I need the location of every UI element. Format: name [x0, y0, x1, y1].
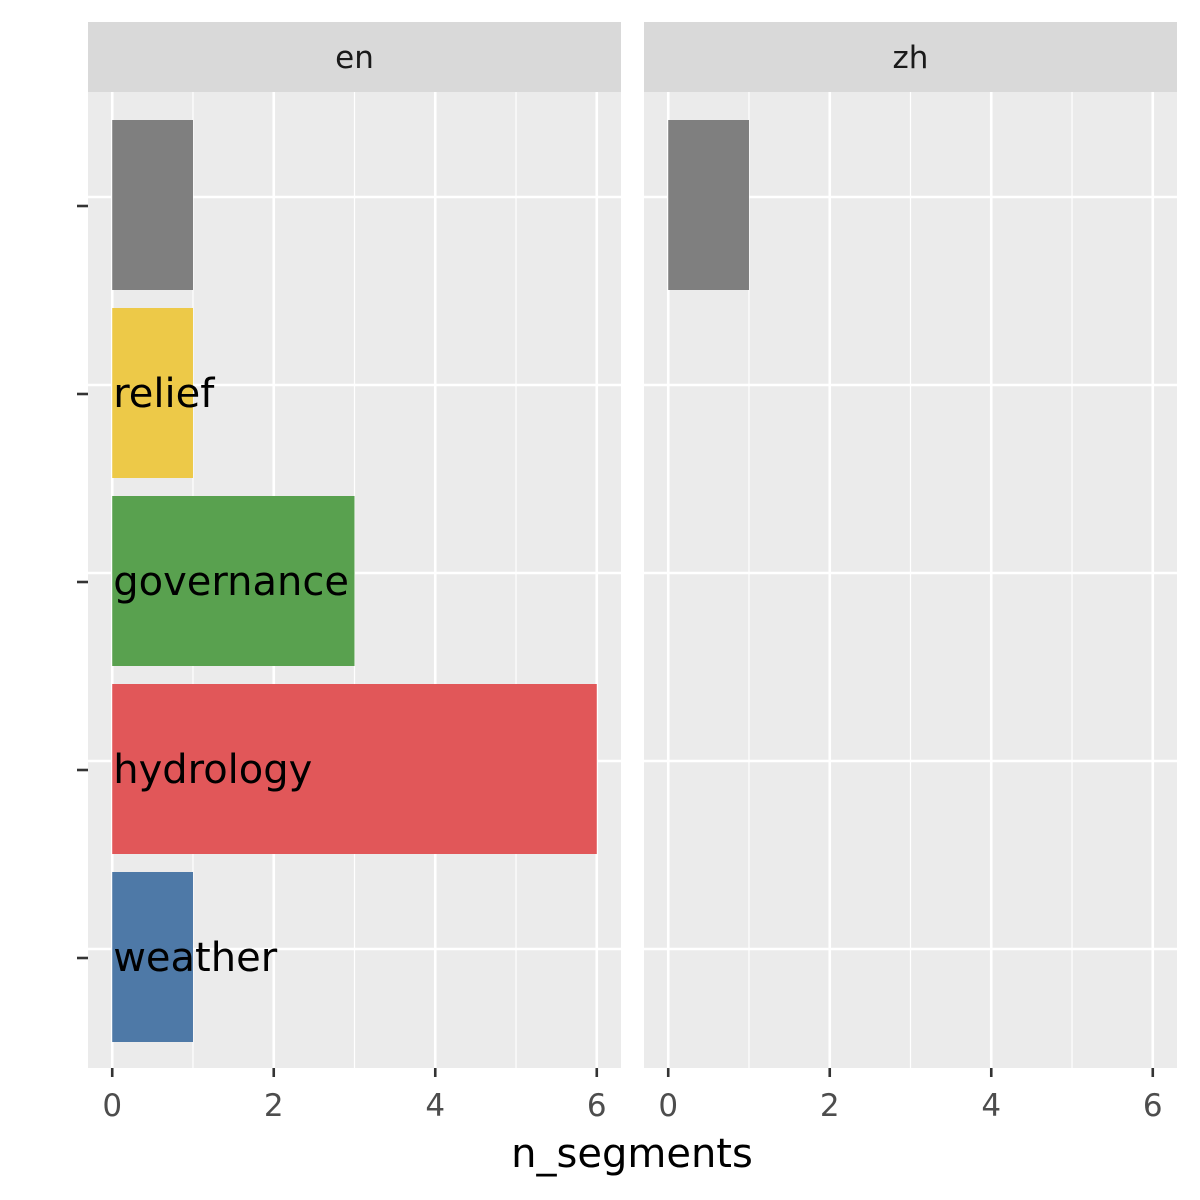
- x-tick-label: 0: [102, 1088, 122, 1124]
- x-tick-label: 4: [425, 1088, 445, 1124]
- x-axis-title: n_segments: [511, 1131, 753, 1177]
- facet-strip-label: zh: [893, 40, 929, 76]
- bar-unlabeled: [112, 120, 193, 290]
- facet-zh: zh 0 2 4 6: [644, 22, 1177, 1124]
- bar-weather: [112, 872, 193, 1042]
- bar-label: relief: [113, 371, 215, 417]
- x-tick-label: 6: [587, 1088, 607, 1124]
- facet-strip-label: en: [335, 40, 374, 76]
- bar-relief: [112, 308, 193, 478]
- x-tick-label: 2: [820, 1088, 840, 1124]
- bar-hydrology: [112, 684, 597, 854]
- bar-governance: [112, 496, 355, 666]
- facet-strip: [88, 22, 621, 92]
- facet-strip: [644, 22, 1177, 92]
- bar-label: hydrology: [113, 747, 312, 793]
- x-tick-label: 6: [1143, 1088, 1163, 1124]
- x-tick-label: 4: [981, 1088, 1001, 1124]
- facet-en: en relief governance hydrology weather 0 2 4 6: [88, 22, 621, 1124]
- bar-label: governance: [113, 559, 349, 605]
- x-tick-label: 2: [264, 1088, 284, 1124]
- bar-unlabeled: [668, 120, 749, 290]
- x-tick-label: 0: [658, 1088, 678, 1124]
- bar-label: weather: [113, 935, 277, 981]
- y-axis-ticks: [77, 204, 88, 960]
